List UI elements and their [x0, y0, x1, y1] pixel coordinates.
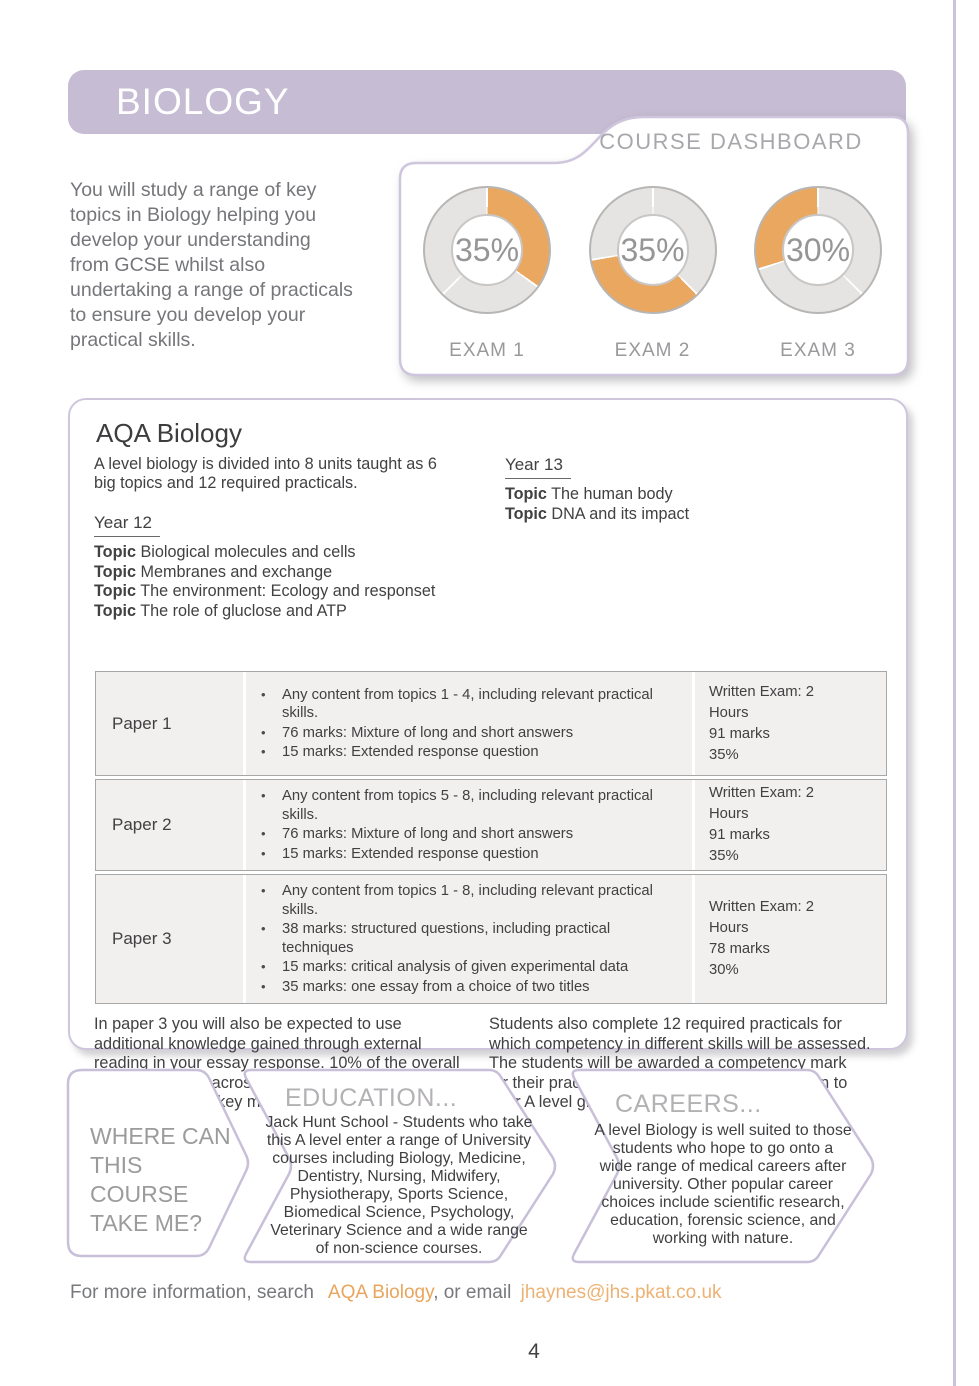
topic-item: Topic The environment: Ecology and respo… [94, 582, 503, 602]
education-body: Jack Hunt School - Students who take thi… [265, 1114, 533, 1257]
topic-item: Topic The human body [505, 485, 882, 505]
donut-hole: 35% [451, 214, 523, 286]
donut-chart-exam-2: 35% [588, 186, 717, 314]
page-number: 4 [528, 1340, 540, 1363]
exam-2-group: 35% EXAM 2 [588, 186, 718, 362]
header-band: BIOLOGY [68, 70, 906, 134]
footer-info: For more information, search AQA Biology,… [70, 1282, 722, 1304]
topic-text: DNA and its impact [551, 504, 690, 523]
papers-table: Paper 1 Any content from topics 1 - 4, i… [95, 671, 887, 1004]
paper-exam-info: Written Exam: 2 Hours 91 marks 35% [692, 672, 822, 775]
paper-content: Any content from topics 5 - 8, including… [246, 780, 692, 870]
careers-title: CAREERS... [615, 1090, 762, 1118]
footer-prefix: For more information, search [70, 1282, 314, 1303]
course-dashboard-panel: COURSE DASHBOARD 35% EXAM 1 35% EXAM 2 [396, 113, 917, 379]
topic-prefix: Topic [94, 543, 136, 561]
bullet-item: 35 marks: one essay from a choice of two… [254, 978, 684, 997]
paper-exam-info: Written Exam: 2 Hours 78 marks 30% [692, 875, 822, 1003]
chevron-shape [571, 1068, 875, 1264]
chevron-shape [243, 1068, 557, 1264]
bullet-item: 15 marks: critical analysis of given exp… [254, 958, 684, 977]
page-title: BIOLOGY [116, 81, 290, 122]
topic-text: Membranes and exchange [140, 562, 333, 581]
where-can-text: WHERE CAN THIS COURSE TAKE ME? [90, 1123, 231, 1236]
exam-2-percent: 35% [620, 231, 685, 268]
bullet-item: 76 marks: Mixture of long and short answ… [254, 825, 684, 844]
bullet-item: 38 marks: structured questions, includin… [254, 920, 684, 957]
education-title: EDUCATION... [285, 1084, 458, 1112]
page-margin-rule [953, 0, 956, 1386]
paper-name: Paper 3 [96, 875, 246, 1003]
topic-text: Biological molecules and cells [140, 543, 356, 561]
donut-hole: 30% [782, 214, 854, 286]
year-12-column: A level biology is divided into 8 units … [94, 455, 503, 667]
topic-text: The environment: Ecology and responset [140, 582, 436, 600]
topic-prefix: Topic [94, 601, 136, 620]
chevron-shape [66, 1068, 250, 1258]
bullet-item: 76 marks: Mixture of long and short answ… [254, 724, 684, 743]
table-row-paper-3: Paper 3 Any content from topics 1 - 8, i… [95, 874, 887, 1004]
table-row-paper-2: Paper 2 Any content from topics 5 - 8, i… [95, 779, 887, 871]
table-row-paper-1: Paper 1 Any content from topics 1 - 4, i… [95, 671, 887, 776]
topic-item: Topic The role of gluclose and ATP [94, 602, 503, 622]
bullet-item: Any content from topics 5 - 8, including… [254, 787, 684, 824]
course-heading: AQA Biology [96, 418, 242, 448]
paper-content: Any content from topics 1 - 4, including… [246, 672, 692, 775]
paper-content: Any content from topics 1 - 8, including… [246, 875, 692, 1003]
exam-2-label: EXAM 2 [614, 340, 691, 361]
where-can-chevron: WHERE CAN THIS COURSE TAKE ME? [66, 1068, 252, 1258]
donut-chart-exam-1: 35% [423, 186, 551, 314]
exam-3-label: EXAM 3 [780, 340, 856, 361]
paper-exam-info: Written Exam: 2 Hours 91 marks 35% [692, 780, 822, 870]
careers-body: A level Biology is well suited to those … [594, 1122, 852, 1247]
topic-prefix: Topic [94, 562, 136, 581]
topic-item: Topic Membranes and exchange [94, 563, 503, 583]
course-details-panel: AQA Biology A level biology is divided i… [68, 398, 908, 1111]
bullet-item: 15 marks: Extended response question [254, 743, 684, 762]
paper-name: Paper 1 [96, 672, 246, 775]
pathways-section: WHERE CAN THIS COURSE TAKE ME? EDUCATION… [66, 1068, 912, 1268]
donut-chart-exam-3: 30% [754, 186, 882, 314]
topic-prefix: Topic [504, 485, 547, 503]
footer-middle: , or email [433, 1282, 512, 1303]
exam-1-label: EXAM 1 [449, 340, 525, 361]
topic-prefix: Topic [504, 504, 547, 523]
dashboard-title: COURSE DASHBOARD [599, 129, 863, 154]
year-12-heading: Year 12 [94, 513, 160, 537]
bullet-item: 15 marks: Extended response question [254, 845, 684, 864]
email-link[interactable]: jhaynes@jhs.pkat.co.uk [520, 1282, 722, 1303]
topics-columns: A level biology is divided into 8 units … [94, 455, 882, 667]
year-13-column: Year 13 Topic The human body Topic DNA a… [503, 455, 882, 667]
search-term: AQA Biology [327, 1282, 434, 1303]
topic-text: The human body [551, 485, 673, 503]
careers-chevron: CAREERS... A level Biology is well suite… [565, 1068, 879, 1264]
exam-1-percent: 35% [454, 231, 520, 268]
course-description: A level biology is divided into 8 units … [94, 455, 437, 492]
topic-prefix: Topic [94, 582, 136, 600]
intro-paragraph: You will study a range of key topics in … [70, 179, 353, 351]
paper-name: Paper 2 [96, 780, 246, 870]
topic-item: Topic Biological molecules and cells [94, 543, 503, 563]
donut-hole: 35% [616, 214, 689, 286]
topic-item: Topic DNA and its impact [505, 505, 882, 525]
exam-3-group: 30% EXAM 3 [753, 186, 883, 362]
education-chevron: EDUCATION... Jack Hunt School - Students… [237, 1068, 561, 1264]
year-13-heading: Year 13 [504, 455, 571, 479]
exam-3-percent: 30% [785, 231, 851, 268]
bullet-item: Any content from topics 1 - 4, including… [254, 686, 684, 723]
exam-donuts-row: 35% EXAM 1 35% EXAM 2 30% [422, 186, 883, 362]
bullet-item: Any content from topics 1 - 8, including… [254, 882, 684, 919]
exam-1-group: 35% EXAM 1 [422, 186, 552, 362]
topic-text: The role of gluclose and ATP [140, 601, 347, 620]
